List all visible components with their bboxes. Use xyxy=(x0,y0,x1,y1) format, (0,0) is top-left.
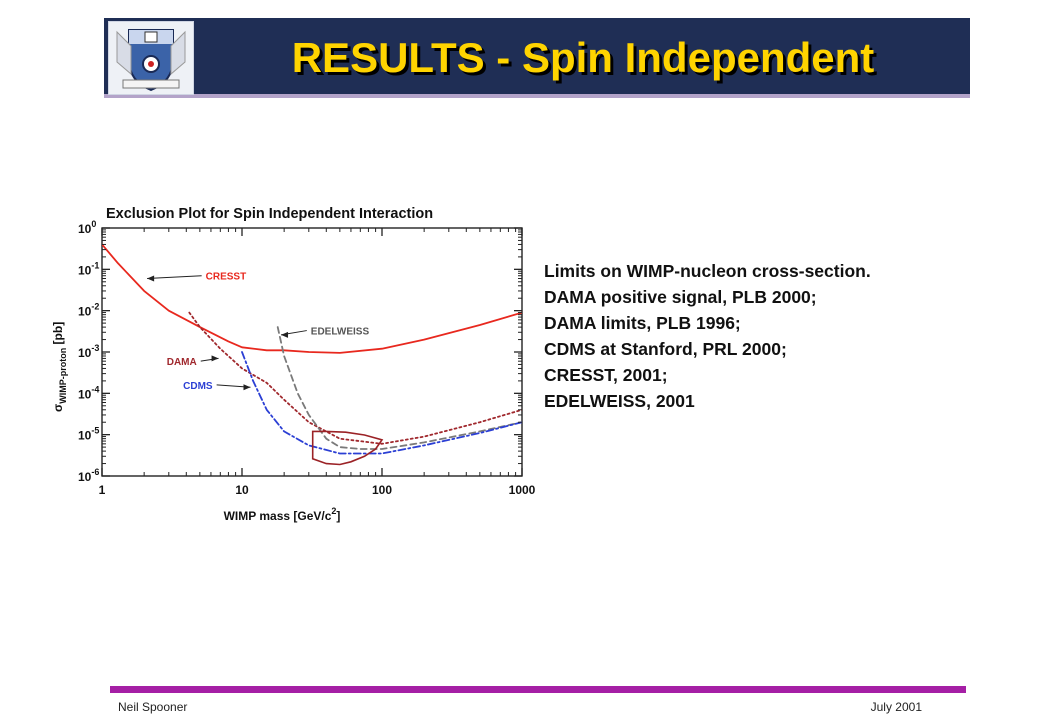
x-axis-label-end: ] xyxy=(336,509,340,523)
annotation-cdms: CDMS xyxy=(183,381,213,392)
title-bar: RESULTS - Spin Independent xyxy=(104,18,970,98)
caption-line: DAMA positive signal, PLB 2000; xyxy=(544,287,817,307)
y-tick-label: 100 xyxy=(78,219,96,236)
y-tick-label: 10-6 xyxy=(78,467,99,484)
curve-cresst xyxy=(102,243,522,354)
y-tick-label: 10-5 xyxy=(78,426,99,443)
y-axis-label-subscript: WIMP-proton xyxy=(58,348,68,404)
curve-edelweiss xyxy=(276,326,522,450)
y-tick-exponent: -6 xyxy=(91,467,99,477)
y-tick-base: 10 xyxy=(78,346,92,360)
y-tick-base: 10 xyxy=(78,222,92,236)
y-axis-label: σWIMP-proton [pb] xyxy=(51,322,68,412)
x-tick-label: 1000 xyxy=(509,483,536,497)
y-tick-base: 10 xyxy=(78,429,92,443)
y-tick-exponent: 0 xyxy=(91,219,96,229)
caption-block: Limits on WIMP-nucleon cross-section. DAM… xyxy=(544,258,1014,414)
slide-title: RESULTS - Spin Independent xyxy=(291,34,875,81)
footer-author: Neil Spooner xyxy=(118,700,188,714)
x-tick-label: 10 xyxy=(235,483,249,497)
annotation-arrow xyxy=(147,275,202,280)
y-tick-exponent: -1 xyxy=(91,260,99,270)
annotation-dama: DAMA xyxy=(167,357,197,368)
caption-line: CDMS at Stanford, PRL 2000; xyxy=(544,339,787,359)
footer-divider xyxy=(110,686,966,693)
y-tick-exponent: -2 xyxy=(91,302,99,312)
chart-title: Exclusion Plot for Spin Independent Inte… xyxy=(106,206,433,222)
y-tick-label: 10-1 xyxy=(78,260,99,277)
y-axis-label-symbol: σ xyxy=(51,404,65,412)
dama-signal-region xyxy=(311,430,384,466)
y-tick-label: 10-4 xyxy=(78,384,99,401)
annotation-arrowhead xyxy=(243,384,251,391)
caption-line: DAMA limits, PLB 1996; xyxy=(544,313,741,333)
annotation-cresst: CRESST xyxy=(206,272,247,283)
caption-line: EDELWEISS, 2001 xyxy=(544,391,695,411)
caption-line: CRESST, 2001; xyxy=(544,365,668,385)
y-tick-base: 10 xyxy=(78,305,92,319)
y-axis-label-unit: [pb] xyxy=(51,322,65,348)
y-tick-label: 10-2 xyxy=(78,302,99,319)
x-tick-label: 1 xyxy=(99,483,106,497)
x-tick-label: 100 xyxy=(372,483,392,497)
y-tick-base: 10 xyxy=(78,470,92,484)
y-tick-base: 10 xyxy=(78,387,92,401)
annotation-edelweiss: EDELWEISS xyxy=(311,327,370,338)
curve-dama xyxy=(188,311,522,445)
x-axis-label: WIMP mass [GeV/c2] xyxy=(224,506,341,523)
x-axis-label-superscript: 2 xyxy=(331,506,336,516)
x-axis-label-text: WIMP mass [GeV/c xyxy=(224,509,332,523)
y-tick-exponent: -3 xyxy=(91,343,99,353)
y-tick-base: 10 xyxy=(78,263,92,277)
y-tick-exponent: -5 xyxy=(91,426,99,436)
curve-cdms xyxy=(241,351,522,455)
caption-line: Limits on WIMP-nucleon cross-section. xyxy=(544,261,871,281)
exclusion-plot: Exclusion Plot for Spin Independent Inte… xyxy=(51,206,536,523)
university-crest-icon xyxy=(108,21,194,95)
annotation-arrowhead xyxy=(281,331,289,338)
annotation-arrowhead xyxy=(211,355,219,362)
annotation-arrowhead xyxy=(147,275,155,282)
y-tick-label: 10-3 xyxy=(78,343,99,360)
y-tick-exponent: -4 xyxy=(91,384,99,394)
footer-date: July 2001 xyxy=(870,700,922,714)
